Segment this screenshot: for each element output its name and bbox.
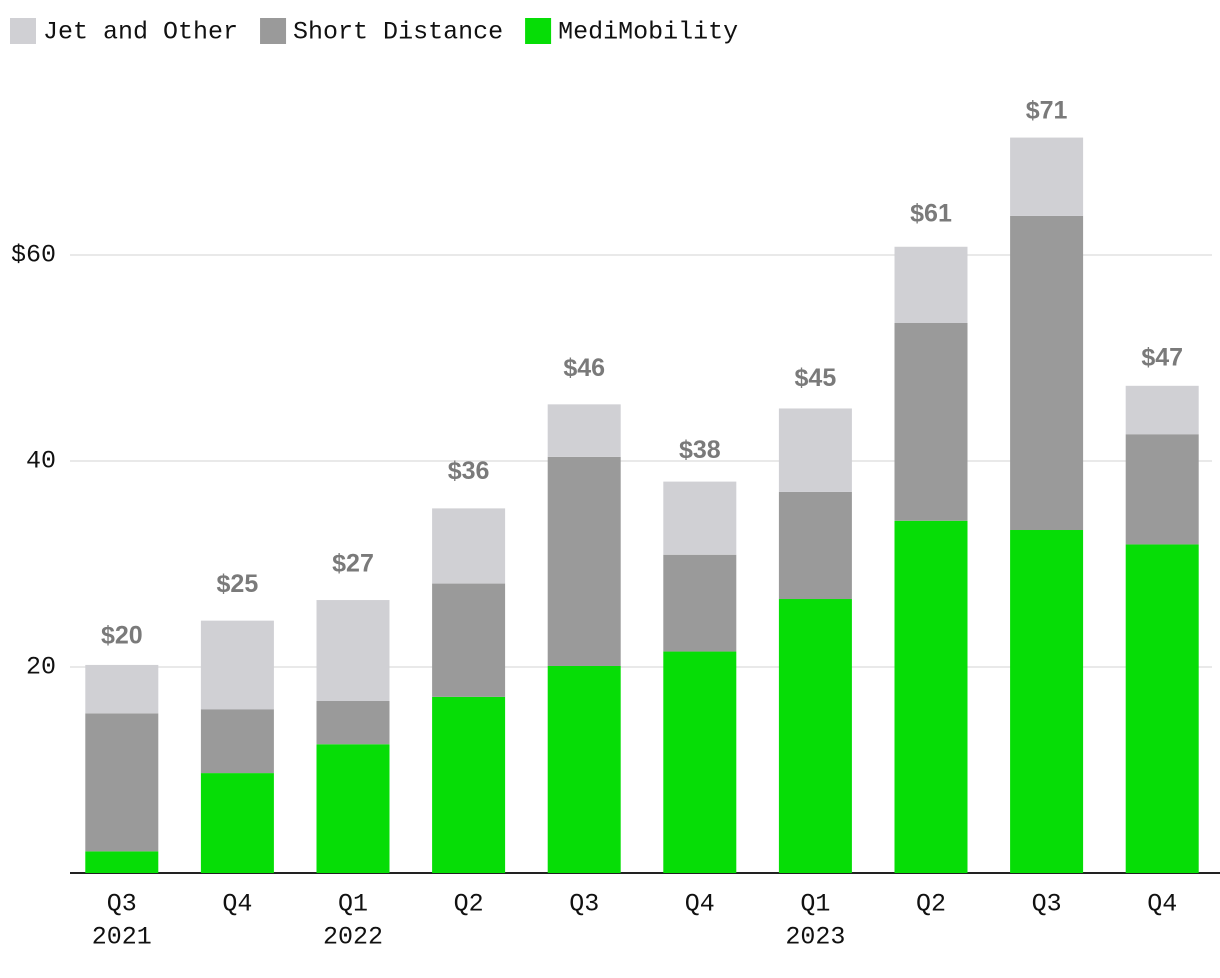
x-tick-label: Q2 [916,890,946,919]
x-group-label: 2022 [323,923,383,952]
bar-segment [1010,530,1084,873]
x-tick-label: Q4 [222,890,252,919]
bar-segment [778,408,852,492]
x-tick-label: Q2 [454,890,484,919]
bar-segment [432,583,506,697]
bar-segment [200,620,274,710]
bar-segment [1125,544,1199,873]
bar-segment [663,554,737,652]
bar-segment [547,404,621,457]
bar-segment [547,456,621,666]
bar-segment [547,665,621,873]
bar-segment [778,491,852,600]
x-tick-label: Q3 [1032,890,1062,919]
bar-segment [663,481,737,555]
x-tick-label: Q1 [800,890,830,919]
bar-segment [1010,215,1084,531]
bar-segment [1125,385,1199,435]
x-group-label: 2021 [92,923,152,952]
bar-segment [85,664,159,714]
legend-swatch [525,18,552,44]
legend-label: Jet and Other [43,18,238,47]
legend-label: Short Distance [293,18,503,47]
total-label: $27 [332,550,374,578]
bar-segment [1010,137,1084,216]
x-tick-label: Q3 [569,890,599,919]
bar-segment [894,246,968,323]
legend-swatch [260,18,287,44]
x-tick-label: Q1 [338,890,368,919]
total-label: $38 [679,436,721,464]
total-label: $45 [795,364,837,392]
bar-segment [894,520,968,873]
bar-segment [663,651,737,873]
bar-segment [432,508,506,584]
bar-segment [316,700,390,745]
total-label: $46 [563,354,605,382]
x-tick-label: Q4 [685,890,715,919]
bar-segment [432,696,506,873]
legend-label: MediMobility [558,18,738,47]
bar-segment [200,709,274,774]
bar-segment [778,599,852,873]
bar-segment [316,600,390,701]
total-label: $71 [1026,96,1068,124]
bar-segment [85,713,159,852]
y-tick-label: $60 [11,241,56,270]
x-group-label: 2023 [785,923,845,952]
bar-segment [316,744,390,873]
bar-segment [85,851,159,873]
bar-segment [894,322,968,521]
x-tick-label: Q4 [1147,890,1177,919]
y-tick-label: 20 [26,653,56,682]
total-label: $61 [910,199,952,227]
total-label: $20 [101,622,143,650]
bar-segment [200,773,274,873]
legend-swatch [10,18,36,44]
bar-segment [1125,434,1199,545]
total-label: $25 [217,570,259,598]
total-label: $36 [448,457,490,485]
y-tick-label: 40 [26,447,56,476]
x-tick-label: Q3 [107,890,137,919]
total-label: $47 [1141,344,1183,372]
